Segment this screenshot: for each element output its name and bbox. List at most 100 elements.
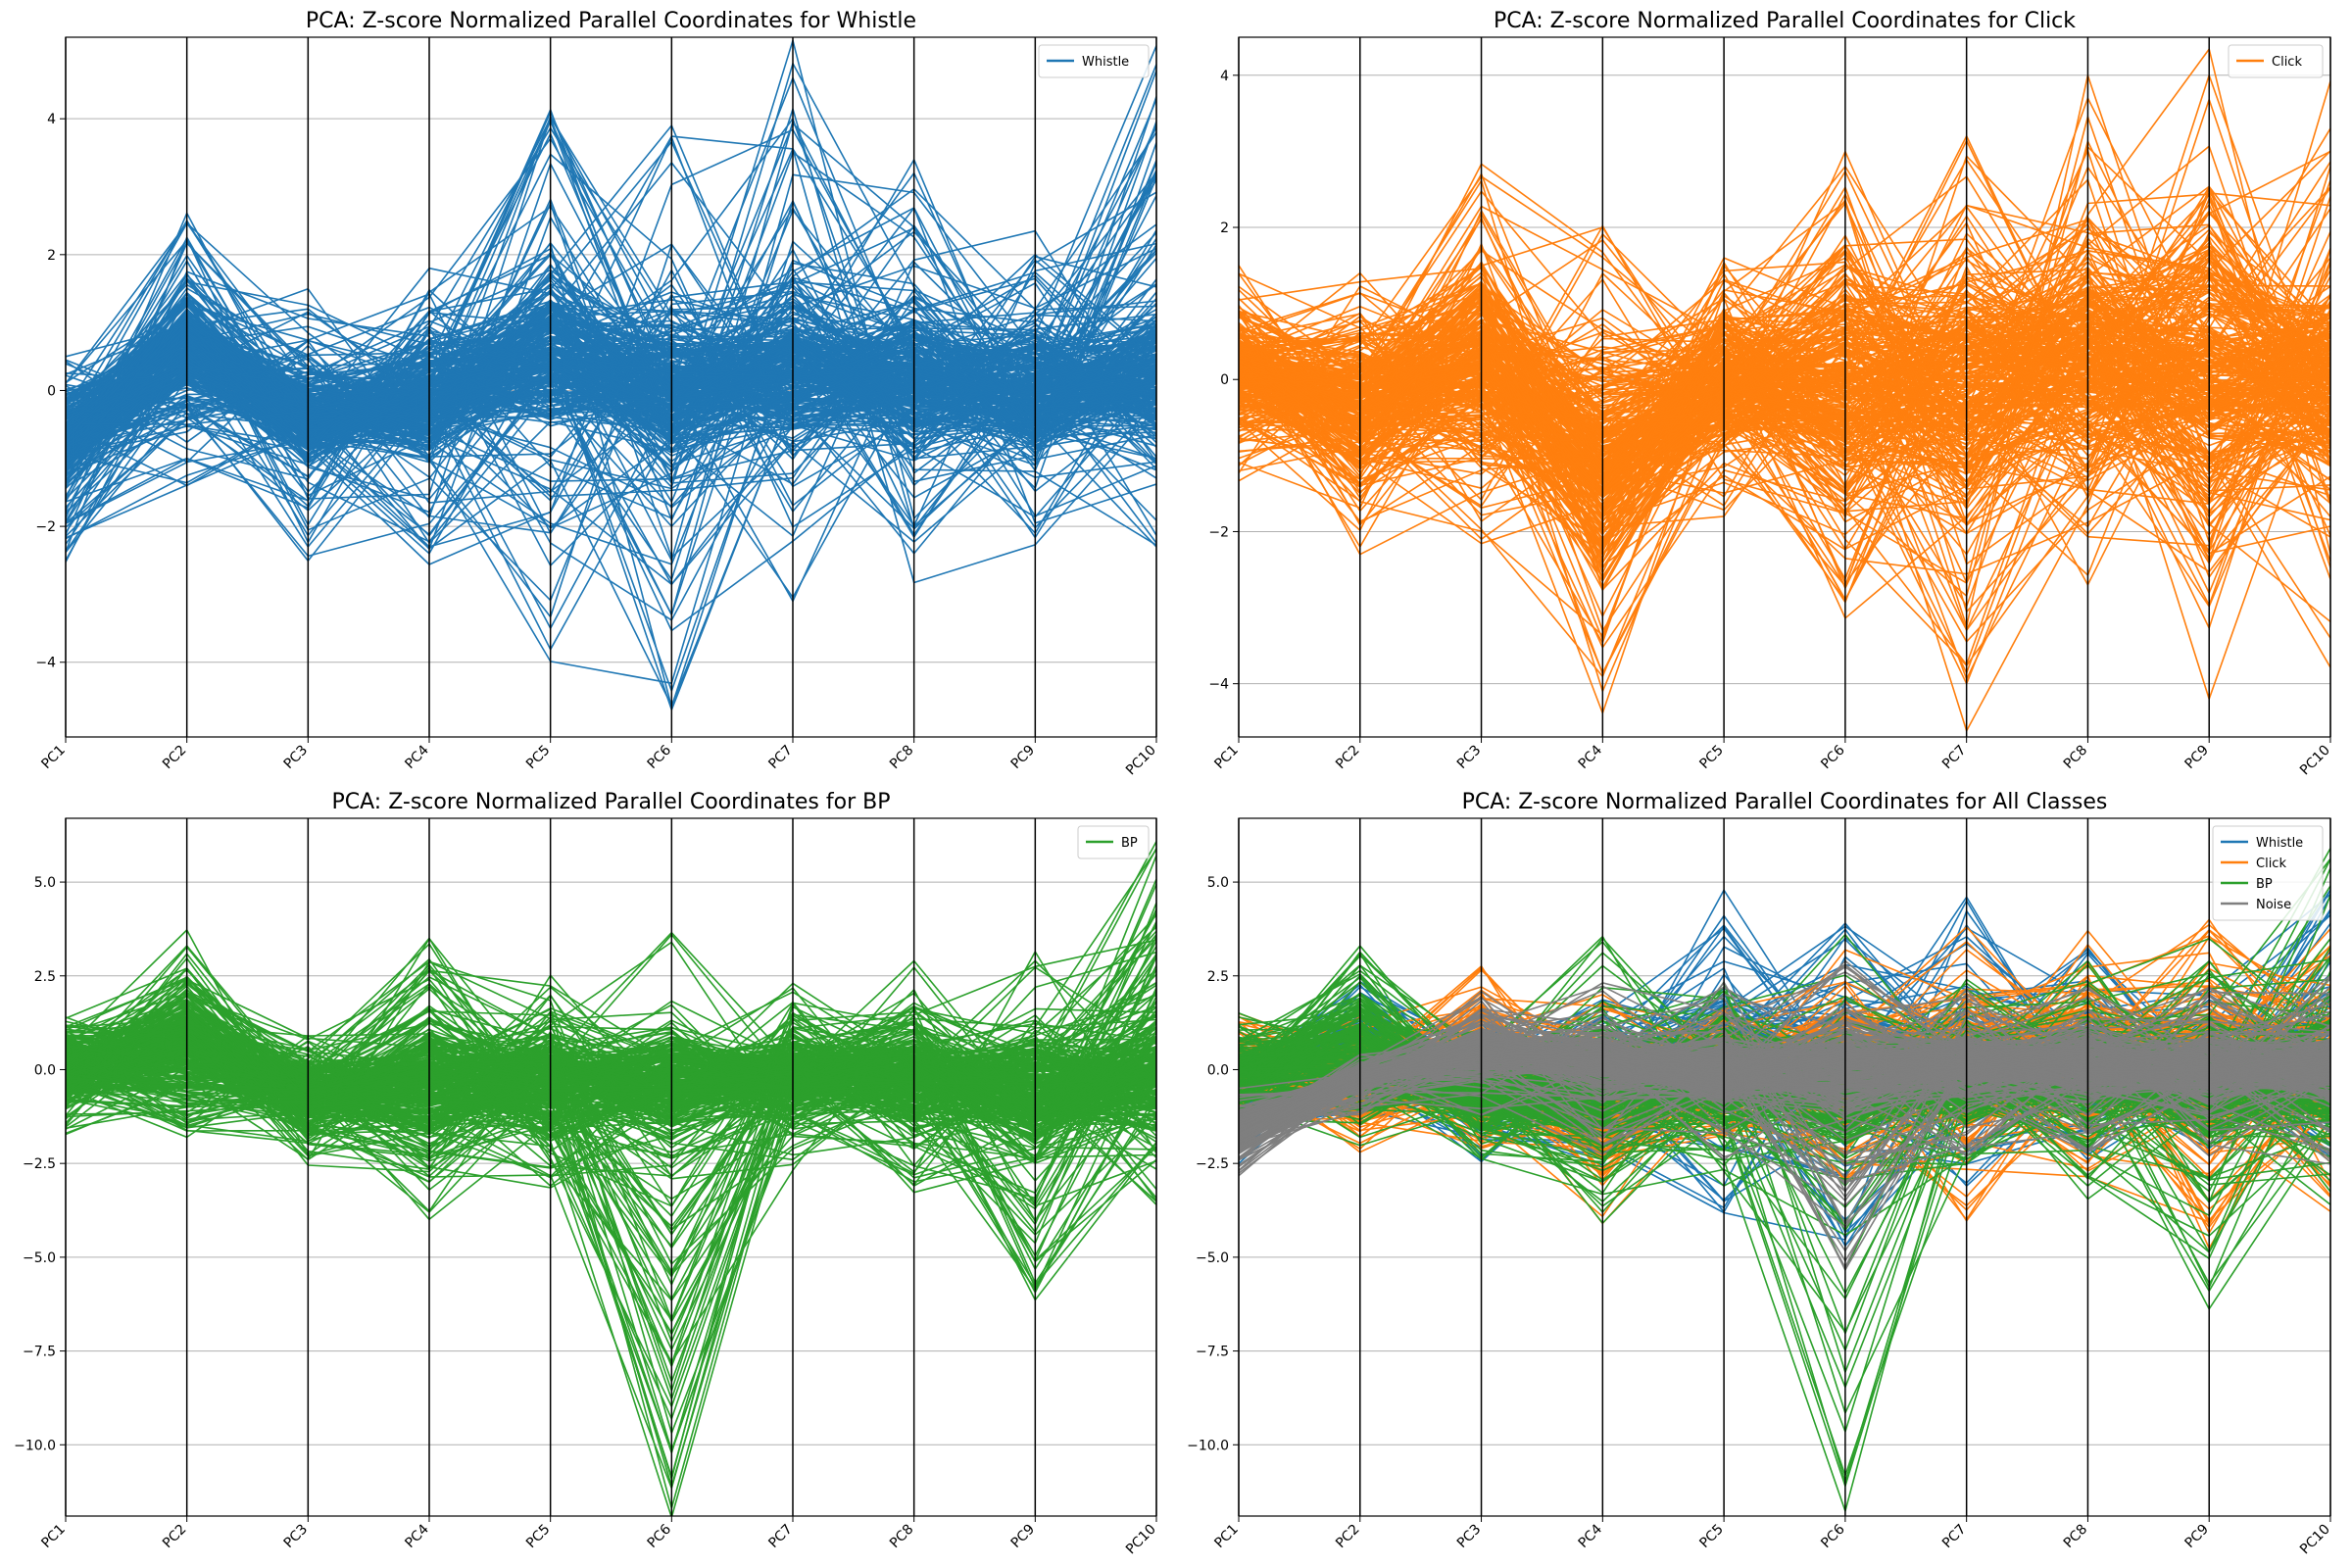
- series-line-bp: [66, 982, 1156, 1132]
- series-line-noise: [1239, 1063, 2330, 1177]
- series-line-whistle: [66, 350, 1156, 555]
- series-line-click: [1239, 268, 2330, 643]
- chart-title: PCA: Z-score Normalized Parallel Coordin…: [1462, 790, 2108, 814]
- series-line-whistle: [66, 222, 1156, 453]
- series-line-whistle: [66, 259, 1156, 437]
- data-lines: [1239, 48, 2330, 732]
- series-line-whistle: [66, 64, 1156, 427]
- series-line-click: [1239, 251, 2330, 619]
- x-tick-label: PC3: [281, 743, 311, 772]
- series-line-click: [1239, 97, 2330, 460]
- series-line-noise: [1239, 1047, 2330, 1140]
- x-tick-label: PC8: [887, 1522, 916, 1551]
- series-line-noise: [1239, 986, 2330, 1135]
- series-line-whistle: [66, 247, 1156, 526]
- y-tick-label: −10.0: [14, 1438, 56, 1453]
- series-line-click: [1239, 74, 2330, 451]
- series-line-whistle: [66, 270, 1156, 566]
- series-line-whistle: [66, 311, 1156, 548]
- y-tick-label: 0.0: [1207, 1062, 1229, 1078]
- x-tick-label: PC1: [1211, 743, 1241, 772]
- x-tick-label: PC10: [1123, 743, 1159, 779]
- y-tick-label: −2: [35, 519, 56, 535]
- y-tick-label: 0: [47, 383, 56, 399]
- y-tick-label: −4: [1208, 677, 1229, 693]
- series-line-whistle: [66, 45, 1156, 527]
- chart-panel-4: −10.0 −7.5 −5.0 −2.5 0.0 2.5 5.0 PC1 PC2 PC3 PC4 PC…: [1187, 790, 2333, 1557]
- series-line-whistle: [66, 279, 1156, 536]
- series-line-click: [1239, 314, 2330, 584]
- y-tick-label: −4: [35, 656, 56, 671]
- series-line-click: [1239, 155, 2330, 550]
- series-line-whistle: [66, 318, 1156, 534]
- x-tick-label: PC6: [645, 1521, 675, 1551]
- y-tick-label: 2: [1220, 220, 1229, 236]
- series-line-bp: [66, 993, 1156, 1187]
- legend-label: Whistle: [1082, 55, 1129, 70]
- series-line-click: [1239, 319, 2330, 639]
- chart-panel-3: −10.0 −7.5 −5.0 −2.5 0.0 2.5 5.0 PC1 PC2 PC3 PC4 PC…: [14, 790, 1159, 1557]
- x-tick-label: PC9: [2182, 1522, 2212, 1551]
- legend-label: BP: [2256, 877, 2273, 892]
- y-tick-label: 2.5: [1207, 969, 1229, 985]
- chart-panel-2: −4 −2 0 2 4 PC1 PC2 PC3 PC4 PC5 PC6 PC7 PC8 PC9 PC10 PC…: [1208, 9, 2332, 778]
- series-line-click: [1239, 171, 2330, 541]
- chart-title: PCA: Z-score Normalized Parallel Coordin…: [306, 9, 916, 33]
- series-line-click: [1239, 272, 2330, 494]
- series-line-whistle: [66, 254, 1156, 430]
- x-tick-label: PC4: [1576, 1521, 1606, 1551]
- series-line-bp: [1239, 981, 2330, 1333]
- x-tick-label: PC10: [2297, 1522, 2333, 1558]
- series-line-bp: [66, 960, 1156, 1321]
- series-line-whistle: [66, 226, 1156, 534]
- series-line-whistle: [66, 289, 1156, 487]
- legend-box: [2212, 825, 2324, 921]
- series-line-whistle: [66, 317, 1156, 603]
- series-line-whistle: [66, 301, 1156, 504]
- series-line-bp: [66, 992, 1156, 1156]
- series-line-click: [1239, 48, 2330, 555]
- x-tick-label: PC2: [1333, 1522, 1362, 1551]
- y-tick-label: 4: [47, 112, 56, 127]
- legend: Click: [2228, 44, 2324, 78]
- legend-label: BP: [1121, 836, 1138, 851]
- series-line-click: [1239, 249, 2330, 431]
- series-line-click: [1239, 231, 2330, 567]
- series-line-click: [1239, 345, 2330, 516]
- x-tick-label: PC8: [2061, 743, 2090, 772]
- x-tick-label: PC1: [38, 743, 68, 772]
- series-line-noise: [1239, 971, 2330, 1131]
- chart-title: PCA: Z-score Normalized Parallel Coordin…: [1494, 9, 2076, 33]
- x-tick-label: PC3: [281, 1522, 311, 1551]
- x-tick-label: PC7: [1939, 1522, 1969, 1551]
- series-line-whistle: [66, 126, 1156, 457]
- series-line-noise: [1239, 1025, 2330, 1199]
- series-line-click: [1239, 244, 2330, 608]
- series-line-noise: [1239, 1014, 2330, 1158]
- series-line-click: [1239, 127, 2330, 495]
- x-tick-label: PC2: [160, 743, 189, 772]
- series-line-bp: [66, 1094, 1156, 1176]
- series-line-bp: [66, 1021, 1156, 1293]
- plot-frame: [65, 817, 1157, 1517]
- legend-box: [1038, 44, 1150, 78]
- series-line-click: [1239, 204, 2330, 526]
- series-line-click: [1239, 193, 2330, 508]
- series-line-click: [1239, 290, 2330, 685]
- legend-label: Noise: [2256, 898, 2291, 912]
- series-line-click: [1239, 314, 2330, 700]
- y-tick-label: 5.0: [34, 875, 56, 891]
- series-line-whistle: [66, 220, 1156, 450]
- x-tick-label: PC9: [1008, 743, 1038, 772]
- series-line-bp: [66, 973, 1156, 1286]
- legend-box: [2228, 44, 2324, 78]
- series-line-whistle: [66, 278, 1156, 517]
- series-line-noise: [1239, 990, 2330, 1135]
- chart-panel-1: −4 −2 0 2 4 PC1 PC2 PC3 PC4 PC5 PC6 PC7 PC8 PC9 PC10 PC…: [35, 9, 1158, 778]
- series-line-whistle: [66, 243, 1156, 456]
- y-tick-label: −7.5: [1196, 1345, 1229, 1360]
- x-tick-label: PC4: [402, 1521, 432, 1551]
- x-tick-label: PC5: [1696, 743, 1726, 772]
- series-line-bp: [66, 937, 1156, 1139]
